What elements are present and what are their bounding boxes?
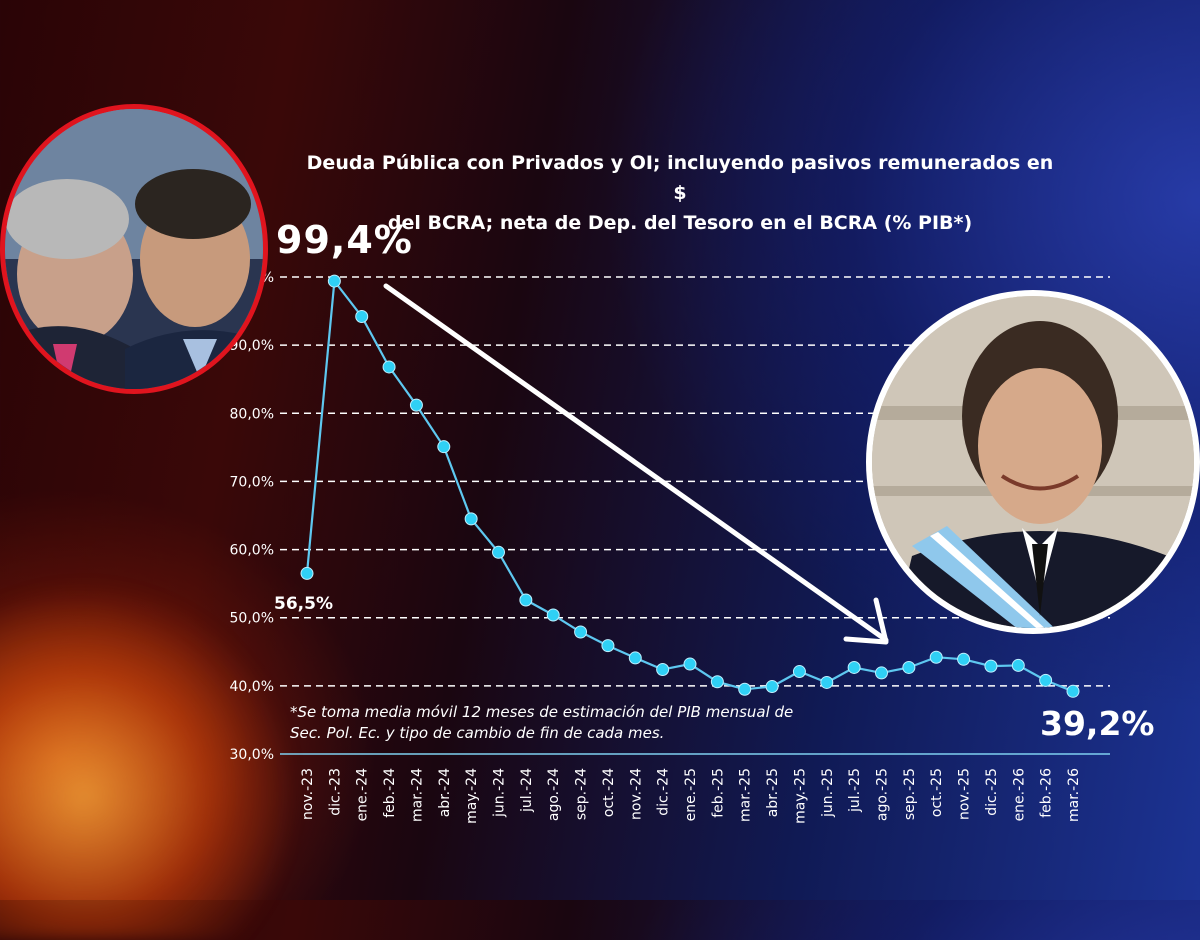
data-point — [1066, 684, 1080, 698]
data-point — [656, 663, 670, 677]
x-tick-label: feb.-26 — [1039, 768, 1055, 818]
x-tick-label: mar.-26 — [1066, 768, 1082, 822]
y-tick-label: 60,0% — [230, 543, 274, 559]
data-point — [1039, 673, 1053, 687]
x-tick-label: feb.-24 — [382, 768, 398, 818]
x-tick-label: abr.-25 — [765, 768, 781, 817]
data-point — [820, 675, 834, 689]
x-tick-label: sep.-24 — [574, 768, 590, 820]
data-point — [792, 665, 806, 679]
trend-arrowhead — [843, 597, 889, 645]
x-tick-label: sep.-25 — [902, 768, 918, 820]
x-tick-label: nov.-23 — [300, 768, 316, 820]
line-chart: 30,0%40,0%50,0%60,0%70,0%80,0%90,0%100,0… — [230, 274, 1110, 824]
x-tick-label: dic.-23 — [327, 768, 343, 816]
data-point — [738, 682, 752, 696]
data-point — [875, 666, 888, 680]
right-portrait-photo — [866, 290, 1200, 634]
y-tick-label: 30,0% — [230, 747, 274, 763]
data-point — [464, 512, 478, 526]
x-tick-label: mar.-25 — [738, 768, 754, 822]
x-tick-label: ago.-24 — [546, 768, 562, 821]
data-point — [382, 360, 396, 374]
data-point — [902, 660, 916, 674]
data-point — [847, 660, 861, 674]
left-portrait-illustration — [5, 109, 263, 389]
left-portrait-photo — [0, 104, 268, 394]
trend-arrow — [383, 283, 889, 643]
data-point — [409, 398, 423, 412]
data-point — [355, 310, 369, 324]
x-tick-label: jun.-24 — [492, 768, 508, 818]
footnote-line-1: *Se toma media móvil 12 meses de estimac… — [290, 703, 794, 721]
x-tick-label: ene.-26 — [1011, 768, 1027, 822]
data-point — [710, 675, 724, 689]
y-tick-label: 90,0% — [230, 338, 274, 354]
first-value-label: 56,5% — [274, 594, 333, 614]
footnote: *Se toma media móvil 12 meses de estimac… — [290, 702, 890, 744]
data-point — [574, 625, 588, 639]
x-tick-label: ene.-24 — [355, 768, 371, 822]
chart-title: Deuda Pública con Privados y OI; incluye… — [300, 148, 1060, 238]
x-tick-label: oct.-24 — [601, 768, 617, 817]
data-point — [628, 651, 642, 665]
data-point — [929, 650, 943, 664]
chart-title-line-1: Deuda Pública con Privados y OI; incluye… — [306, 152, 1054, 204]
data-point — [1011, 658, 1025, 672]
x-tick-label: ago.-25 — [875, 768, 891, 821]
y-tick-label: 40,0% — [230, 679, 274, 695]
x-tick-label: oct.-25 — [929, 768, 945, 817]
x-tick-label: feb.-25 — [710, 768, 726, 818]
data-point — [683, 657, 697, 671]
data-points — [300, 274, 1080, 698]
chart-title-line-2: del BCRA; neta de Dep. del Tesoro en el … — [387, 212, 973, 234]
y-tick-label: 50,0% — [230, 611, 274, 627]
data-point — [957, 652, 971, 666]
footnote-line-2: Sec. Pol. Ec. y tipo de cambio de fin de… — [290, 724, 665, 742]
x-tick-label: ene.-25 — [683, 768, 699, 821]
right-portrait-illustration — [872, 296, 1194, 628]
x-tick-label: abr.-24 — [437, 768, 453, 817]
x-tick-label: may.-25 — [792, 768, 808, 824]
max-value-label: 99,4% — [276, 218, 413, 262]
x-tick-label: mar.-24 — [409, 768, 425, 822]
data-point — [519, 593, 533, 607]
y-tick-label: 70,0% — [230, 474, 274, 490]
data-point — [300, 566, 314, 580]
x-tick-label: dic.-25 — [984, 768, 1000, 816]
x-tick-label: jun.-25 — [820, 768, 836, 818]
x-tick-label: jul.-25 — [847, 768, 863, 813]
x-tick-label: may.-24 — [464, 768, 480, 824]
x-tick-label: nov.-24 — [628, 768, 644, 820]
data-point — [327, 274, 341, 288]
data-point — [492, 545, 505, 559]
data-point — [765, 680, 779, 694]
grid-lines — [280, 276, 1110, 687]
x-axis-ticks: nov.-23 dic.-23 ene.-24 feb.-24 mar.-24 abr.-… — [300, 768, 1082, 824]
data-point — [984, 659, 998, 673]
x-tick-label: jul.-24 — [519, 768, 535, 813]
last-value-label: 39,2% — [1040, 704, 1155, 743]
data-point — [601, 639, 615, 653]
flame-background — [0, 580, 300, 940]
data-point — [437, 440, 451, 454]
x-tick-label: dic.-24 — [656, 768, 672, 816]
x-tick-label: nov.-25 — [957, 768, 973, 820]
data-point — [546, 608, 560, 622]
y-tick-label: 80,0% — [230, 406, 274, 422]
